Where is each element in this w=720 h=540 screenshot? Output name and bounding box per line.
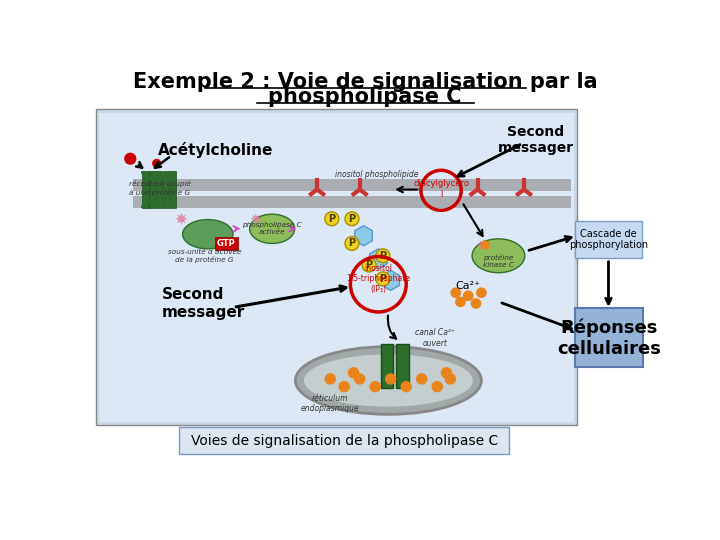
Text: GTP: GTP bbox=[217, 239, 235, 248]
Circle shape bbox=[401, 382, 411, 392]
Text: Acétylcholine: Acétylcholine bbox=[158, 141, 273, 158]
Circle shape bbox=[345, 212, 359, 226]
Circle shape bbox=[376, 272, 390, 286]
Circle shape bbox=[417, 374, 427, 384]
Text: Ca²⁺: Ca²⁺ bbox=[456, 281, 481, 291]
FancyBboxPatch shape bbox=[143, 171, 148, 208]
FancyBboxPatch shape bbox=[149, 171, 156, 208]
FancyBboxPatch shape bbox=[156, 171, 163, 208]
Text: P: P bbox=[379, 251, 387, 261]
Ellipse shape bbox=[472, 239, 525, 273]
Text: P: P bbox=[366, 260, 372, 270]
Text: P: P bbox=[328, 214, 336, 224]
Text: phospholipase C: phospholipase C bbox=[269, 87, 462, 107]
Text: inositol
1,5-triphosphate
(IP₃): inositol 1,5-triphosphate (IP₃) bbox=[346, 264, 410, 294]
Circle shape bbox=[472, 299, 481, 308]
Circle shape bbox=[362, 258, 376, 272]
Text: P: P bbox=[379, 274, 387, 284]
Text: canal Ca²⁺
ouvert: canal Ca²⁺ ouvert bbox=[415, 328, 455, 348]
Text: sous-unité α activée
de la protéine G: sous-unité α activée de la protéine G bbox=[168, 248, 241, 263]
Polygon shape bbox=[369, 249, 387, 269]
FancyBboxPatch shape bbox=[96, 110, 577, 425]
Text: Cascade de
phosphorylation: Cascade de phosphorylation bbox=[569, 229, 648, 251]
FancyBboxPatch shape bbox=[575, 221, 642, 258]
Circle shape bbox=[348, 368, 359, 378]
Text: phospholipase C
activée: phospholipase C activée bbox=[242, 222, 302, 235]
Circle shape bbox=[376, 249, 390, 262]
Ellipse shape bbox=[250, 214, 294, 244]
Text: Voies de signalisation de la phospholipase C: Voies de signalisation de la phospholipa… bbox=[191, 434, 498, 448]
Circle shape bbox=[339, 382, 349, 392]
Text: Exemple 2 : Voie de signalisation par la: Exemple 2 : Voie de signalisation par la bbox=[132, 72, 598, 92]
Text: Réponses
cellulaires: Réponses cellulaires bbox=[557, 319, 661, 358]
Circle shape bbox=[345, 237, 359, 251]
Ellipse shape bbox=[295, 347, 482, 414]
Text: Second
messager: Second messager bbox=[162, 287, 246, 320]
Circle shape bbox=[386, 374, 396, 384]
Text: inositol phospholipide: inositol phospholipide bbox=[335, 170, 418, 179]
Circle shape bbox=[325, 212, 339, 226]
Circle shape bbox=[355, 374, 365, 384]
Polygon shape bbox=[477, 239, 490, 251]
FancyBboxPatch shape bbox=[163, 171, 169, 208]
Circle shape bbox=[464, 291, 473, 300]
FancyBboxPatch shape bbox=[381, 345, 393, 388]
Polygon shape bbox=[175, 213, 188, 225]
FancyBboxPatch shape bbox=[132, 179, 570, 191]
Polygon shape bbox=[382, 271, 400, 291]
FancyBboxPatch shape bbox=[99, 112, 574, 422]
Circle shape bbox=[477, 288, 486, 298]
Circle shape bbox=[370, 382, 380, 392]
FancyBboxPatch shape bbox=[179, 427, 509, 455]
Circle shape bbox=[432, 382, 442, 392]
FancyBboxPatch shape bbox=[170, 171, 176, 208]
Text: protéine
kinase C: protéine kinase C bbox=[483, 254, 514, 268]
Circle shape bbox=[325, 374, 336, 384]
Circle shape bbox=[446, 374, 456, 384]
Circle shape bbox=[125, 153, 136, 164]
Ellipse shape bbox=[304, 354, 473, 407]
FancyBboxPatch shape bbox=[215, 237, 238, 249]
Polygon shape bbox=[251, 213, 261, 224]
Circle shape bbox=[456, 298, 465, 307]
Circle shape bbox=[451, 288, 461, 298]
Circle shape bbox=[153, 159, 161, 167]
Polygon shape bbox=[355, 226, 372, 246]
Text: P: P bbox=[348, 214, 356, 224]
FancyBboxPatch shape bbox=[575, 308, 644, 367]
FancyBboxPatch shape bbox=[396, 345, 408, 388]
Text: réticulum
endoplasmique: réticulum endoplasmique bbox=[301, 394, 359, 413]
FancyBboxPatch shape bbox=[132, 195, 570, 208]
Text: récepteur couplé
à une protéine G: récepteur couplé à une protéine G bbox=[129, 180, 191, 195]
Text: Second
messager: Second messager bbox=[498, 125, 574, 155]
Text: diacylglycéro
l: diacylglycéro l bbox=[413, 179, 469, 199]
Ellipse shape bbox=[183, 220, 233, 249]
Circle shape bbox=[482, 241, 489, 249]
Text: P: P bbox=[348, 239, 356, 248]
Circle shape bbox=[441, 368, 451, 378]
